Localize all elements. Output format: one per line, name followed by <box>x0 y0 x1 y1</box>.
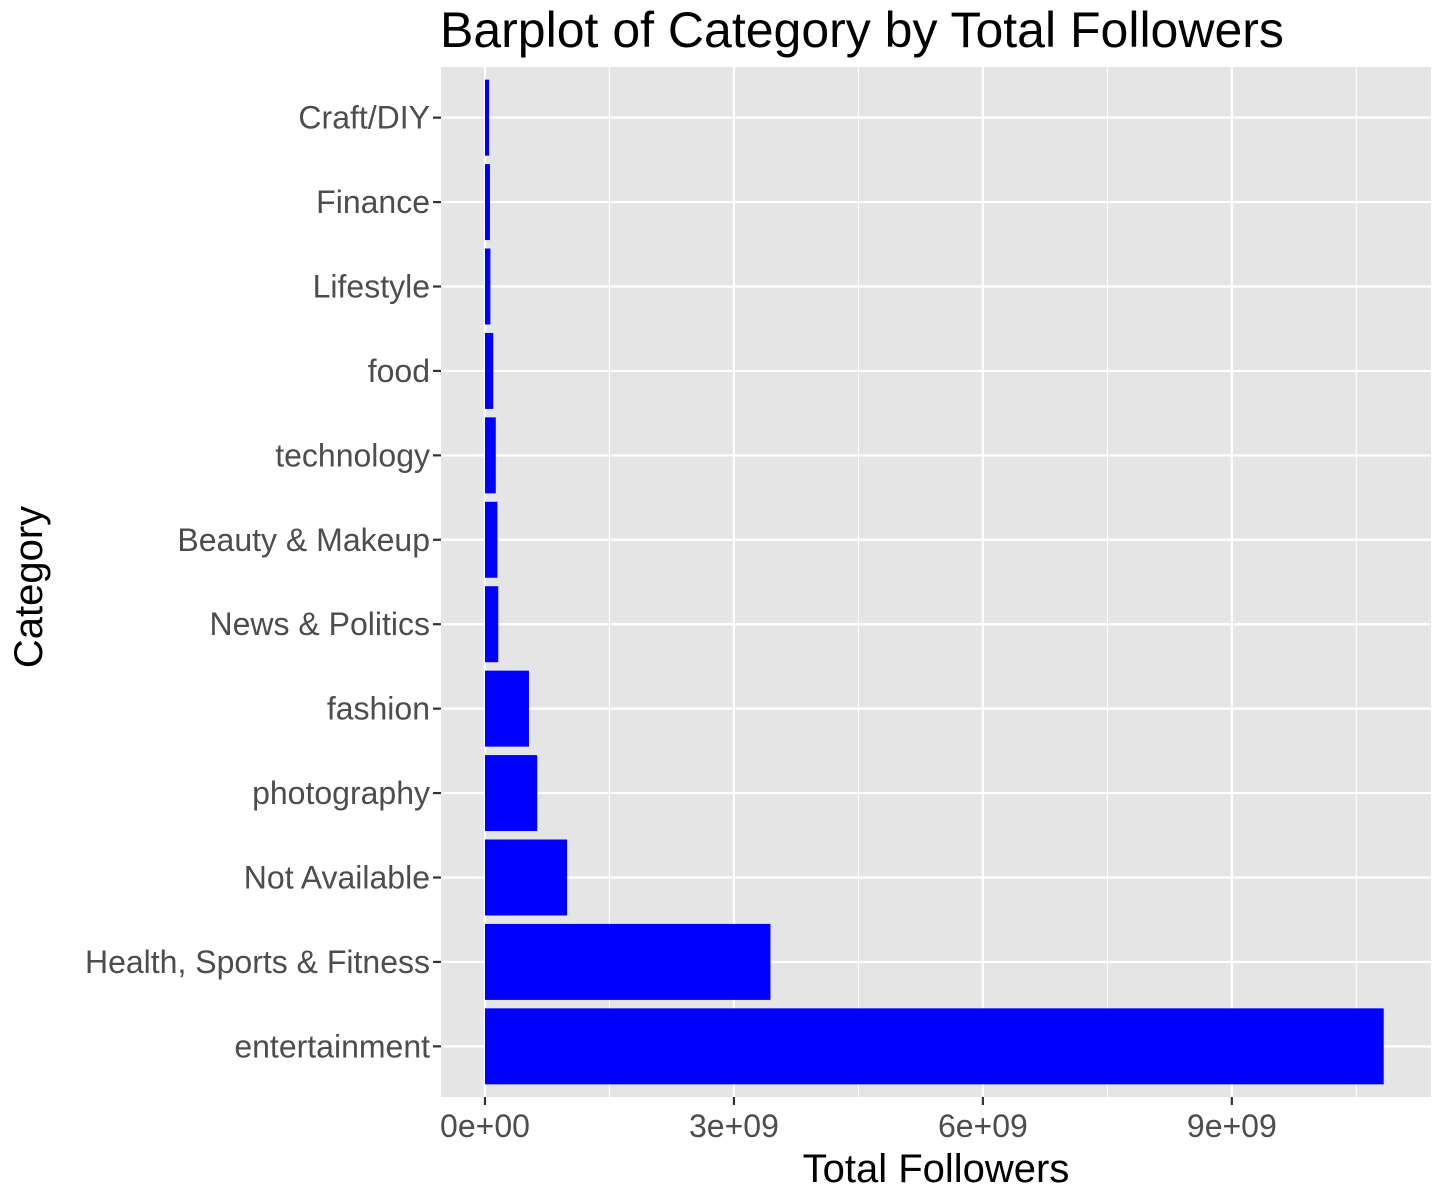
bar <box>484 501 498 578</box>
bar <box>484 839 568 916</box>
x-axis-title: Total Followers <box>803 1147 1070 1191</box>
y-tick-label: Craft/DIY <box>298 100 430 136</box>
y-axis: entertainment Health, Sports & Fitness Not… <box>85 100 441 1064</box>
bar <box>484 417 496 494</box>
bar <box>484 755 538 832</box>
bar <box>484 586 499 663</box>
bar <box>484 923 771 1000</box>
y-tick-label: entertainment <box>234 1028 430 1064</box>
x-axis: 0e+00 3e+09 6e+09 9e+09 <box>440 1097 1277 1144</box>
y-tick-label: Not Available <box>244 859 430 895</box>
y-tick-label: News & Politics <box>210 606 431 642</box>
y-tick-label: Lifestyle <box>313 269 430 305</box>
y-tick-label: Health, Sports & Fitness <box>85 944 430 980</box>
x-tick-label: 3e+09 <box>689 1108 779 1144</box>
y-tick-label: technology <box>275 437 430 473</box>
y-tick-label: food <box>368 353 430 389</box>
bar <box>484 670 529 747</box>
y-tick-label: Finance <box>316 184 430 220</box>
bar <box>484 332 494 409</box>
bars <box>484 79 1384 1085</box>
bar <box>484 248 491 325</box>
y-tick-label: fashion <box>327 691 430 727</box>
bar <box>484 1008 1384 1085</box>
y-axis-title: Category <box>7 506 51 668</box>
y-tick-label: Beauty & Makeup <box>177 522 430 558</box>
x-tick-label: 0e+00 <box>440 1108 530 1144</box>
y-tick-label: photography <box>252 775 430 811</box>
bar <box>484 79 490 156</box>
x-tick-label: 6e+09 <box>938 1108 1028 1144</box>
bar <box>484 164 490 241</box>
x-tick-label: 9e+09 <box>1187 1108 1277 1144</box>
chart-title: Barplot of Category by Total Followers <box>440 2 1284 58</box>
